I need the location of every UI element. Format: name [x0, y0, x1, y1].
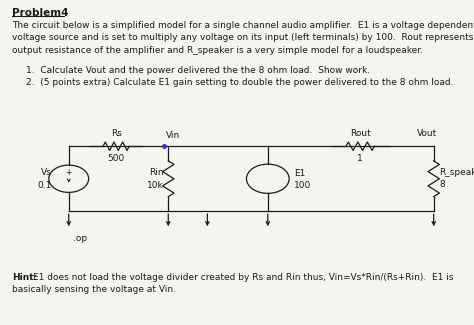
- Text: 500: 500: [108, 154, 125, 163]
- Text: Rout: Rout: [350, 129, 371, 138]
- Text: 100: 100: [294, 181, 311, 190]
- Text: E1: E1: [294, 169, 305, 178]
- Text: Hint:: Hint:: [12, 273, 37, 282]
- Text: Problem4: Problem4: [12, 8, 68, 18]
- Text: +: +: [65, 168, 72, 177]
- Text: 1.  Calculate Vout and the power delivered the the 8 ohm load.  Show work.: 1. Calculate Vout and the power delivere…: [26, 66, 370, 74]
- Text: output resistance of the amplifier and R_speaker is a very simple model for a lo: output resistance of the amplifier and R…: [12, 46, 423, 55]
- Text: Rin: Rin: [149, 168, 164, 177]
- Text: 0.1: 0.1: [38, 181, 52, 190]
- Text: voltage source and is set to multiply any voltage on its input (left terminals) : voltage source and is set to multiply an…: [12, 33, 474, 43]
- Text: The circuit below is a simplified model for a single channel audio amplifier.  E: The circuit below is a simplified model …: [12, 21, 474, 30]
- Text: R_speaker: R_speaker: [439, 168, 474, 177]
- Text: Rs: Rs: [111, 129, 121, 138]
- Text: Vs: Vs: [41, 168, 52, 177]
- Text: E1 does not load the voltage divider created by Rs and Rin thus, Vin=Vs*Rin/(Rs+: E1 does not load the voltage divider cre…: [33, 273, 453, 282]
- Text: 8: 8: [439, 180, 445, 189]
- Text: .op: .op: [73, 234, 88, 243]
- Text: 10k: 10k: [147, 181, 164, 190]
- Text: 2.  (5 points extra) Calculate E1 gain setting to double the power delivered to : 2. (5 points extra) Calculate E1 gain se…: [26, 78, 454, 87]
- Text: Vin: Vin: [166, 131, 180, 140]
- Text: basically sensing the voltage at Vin.: basically sensing the voltage at Vin.: [12, 285, 176, 294]
- Text: Vout: Vout: [417, 129, 437, 138]
- Text: 1: 1: [357, 154, 363, 163]
